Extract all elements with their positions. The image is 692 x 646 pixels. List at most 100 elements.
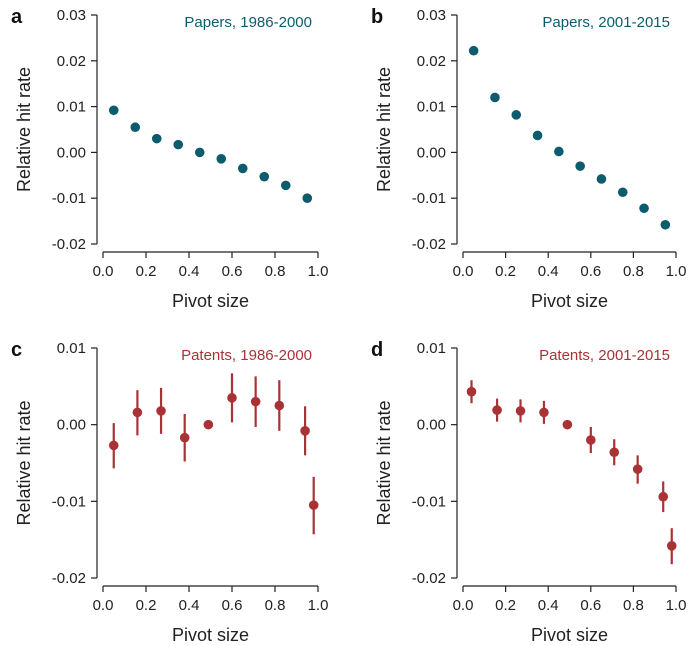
panel-title: Patents, 1986-2000 xyxy=(181,347,312,364)
panel-b: -0.02 -0.01 0.00 0.01 0.02 0.03 0.0 0.2 0.4 0.6 0.… xyxy=(371,6,686,311)
y-tick-label: -0.01 xyxy=(52,190,86,207)
x-tick-label: 0.0 xyxy=(93,263,114,280)
data-point xyxy=(609,447,620,458)
data-point xyxy=(562,419,573,430)
panel-title: Papers, 2001-2015 xyxy=(542,14,670,31)
data-point xyxy=(468,45,479,56)
y-tick-label: -0.02 xyxy=(412,236,446,253)
y-tick-label: 0.00 xyxy=(417,417,446,434)
y-tick-label: 0.00 xyxy=(57,417,86,434)
data-point xyxy=(308,500,319,510)
x-tick-label: 0.4 xyxy=(179,597,200,614)
data-point xyxy=(539,407,549,418)
data-point xyxy=(250,396,261,407)
x-tick-label: 0.6 xyxy=(580,597,601,614)
panel-title: Patents, 2001-2015 xyxy=(539,347,670,364)
x-tick-label: 1.0 xyxy=(308,597,329,614)
x-tick-label: 0.2 xyxy=(136,263,157,280)
data-point xyxy=(575,161,585,171)
panel-letter: d xyxy=(371,339,383,361)
x-axis-label: Pivot size xyxy=(531,291,608,311)
x-tick-label: 0.6 xyxy=(580,263,601,280)
y-tick-label: 0.02 xyxy=(57,53,86,70)
y-tick-label: 0.03 xyxy=(417,7,446,24)
data-point xyxy=(658,491,669,502)
data-point xyxy=(280,180,291,191)
data-point xyxy=(660,219,671,230)
y-tick-label: -0.02 xyxy=(52,236,86,253)
data-point xyxy=(173,139,184,150)
y-tick-label: -0.02 xyxy=(52,570,86,587)
y-tick-label: -0.02 xyxy=(412,570,446,587)
y-tick-label: 0.01 xyxy=(417,99,446,116)
data-point xyxy=(274,400,285,411)
data-point xyxy=(302,193,313,203)
data-point xyxy=(586,435,596,445)
y-tick-label: 0.01 xyxy=(57,99,86,116)
panel-letter: a xyxy=(11,6,23,28)
data-point xyxy=(179,432,190,443)
data-point xyxy=(666,541,677,551)
data-point xyxy=(259,171,270,182)
y-axis-label: Relative hit rate xyxy=(14,400,34,525)
data-point xyxy=(194,147,205,158)
data-point xyxy=(554,146,564,157)
x-axis-label: Pivot size xyxy=(172,625,249,645)
x-tick-label: 0.8 xyxy=(623,597,644,614)
data-point xyxy=(492,405,502,415)
x-tick-label: 1.0 xyxy=(666,597,687,614)
y-tick-label: 0.03 xyxy=(57,7,86,24)
x-tick-label: 0.4 xyxy=(179,263,200,280)
data-point xyxy=(300,426,310,436)
y-tick-label: 0.01 xyxy=(417,340,446,357)
panel-letter: b xyxy=(371,6,383,28)
x-tick-label: 0.0 xyxy=(453,263,474,280)
x-tick-label: 1.0 xyxy=(308,263,329,280)
data-point xyxy=(237,163,248,174)
panel-d: -0.02 -0.01 0.00 0.01 0.0 0.2 0.4 0.6 0.8 1.0 Pivo… xyxy=(371,339,686,645)
x-axis-label: Pivot size xyxy=(172,291,249,311)
data-point xyxy=(490,92,500,103)
y-axis-label: Relative hit rate xyxy=(374,400,394,525)
data-point xyxy=(156,406,166,416)
x-tick-label: 0.2 xyxy=(495,263,516,280)
y-axis-label: Relative hit rate xyxy=(374,67,394,192)
data-point xyxy=(466,386,477,397)
y-tick-label: -0.01 xyxy=(412,493,446,510)
data-point xyxy=(515,406,526,416)
data-point xyxy=(639,203,649,214)
data-point xyxy=(216,154,227,164)
y-tick-label: -0.01 xyxy=(412,190,446,207)
data-point xyxy=(596,174,607,184)
data-point xyxy=(130,122,141,133)
y-axis-label: Relative hit rate xyxy=(14,67,34,192)
data-point xyxy=(617,187,628,198)
data-point xyxy=(203,419,214,430)
x-axis-label: Pivot size xyxy=(531,625,608,645)
y-tick-label: 0.01 xyxy=(57,340,86,357)
x-tick-label: 0.4 xyxy=(538,597,559,614)
panel-c: -0.02 -0.01 0.00 0.01 0.0 0.2 0.4 0.6 0.8 1.0 Pivo… xyxy=(11,339,328,645)
y-tick-label: -0.01 xyxy=(52,493,86,510)
x-tick-label: 0.4 xyxy=(538,263,559,280)
panel-letter: c xyxy=(11,339,22,361)
y-tick-label: 0.02 xyxy=(417,53,446,70)
data-point xyxy=(151,133,162,144)
x-tick-label: 0.2 xyxy=(495,597,516,614)
x-tick-label: 0.8 xyxy=(265,597,286,614)
data-point xyxy=(227,393,237,403)
data-point xyxy=(108,440,119,451)
data-point xyxy=(532,130,543,141)
panel-a: -0.02 -0.01 0.00 0.01 0.02 0.03 0.0 0.2 0.4 0.6 0.… xyxy=(11,6,328,311)
x-tick-label: 0.8 xyxy=(623,263,644,280)
data-point xyxy=(632,464,643,474)
x-tick-label: 0.0 xyxy=(453,597,474,614)
data-point xyxy=(511,110,522,120)
data-point xyxy=(108,105,119,116)
panel-title: Papers, 1986-2000 xyxy=(184,14,312,31)
x-tick-label: 0.6 xyxy=(222,597,243,614)
x-tick-label: 1.0 xyxy=(666,263,687,280)
y-tick-label: 0.00 xyxy=(417,144,446,161)
y-tick-label: 0.00 xyxy=(57,144,86,161)
